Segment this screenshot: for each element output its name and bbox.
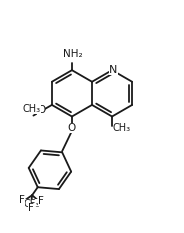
- Text: CH₃: CH₃: [23, 104, 41, 114]
- Text: F: F: [38, 196, 44, 206]
- Text: N: N: [109, 65, 118, 75]
- Text: CH₃: CH₃: [113, 123, 131, 133]
- Text: F: F: [28, 203, 34, 213]
- Text: NH₂: NH₂: [63, 49, 83, 59]
- Text: O: O: [37, 105, 45, 115]
- Text: CF₃: CF₃: [24, 199, 40, 209]
- Text: F: F: [19, 195, 25, 205]
- Text: O: O: [67, 123, 76, 133]
